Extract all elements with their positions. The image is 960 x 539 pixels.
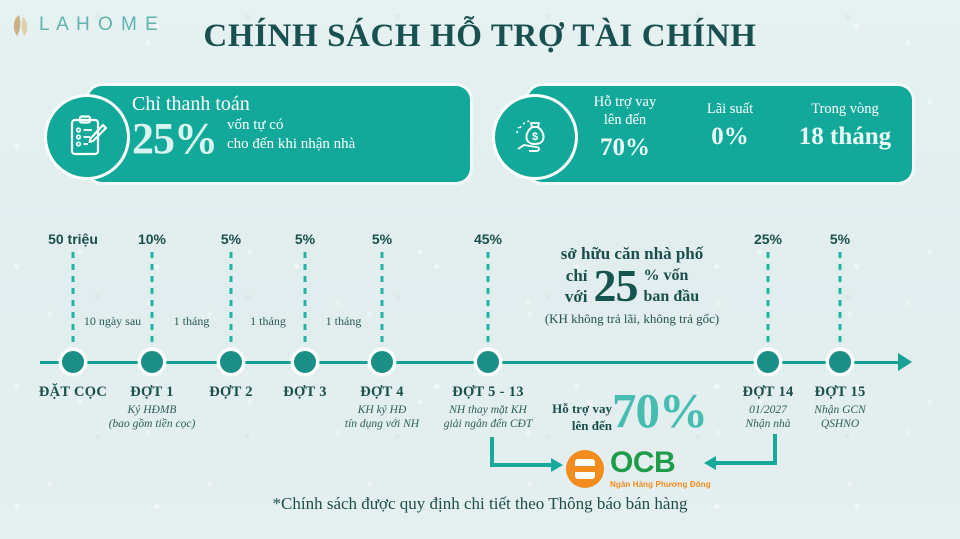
payment-card-value: 25%	[132, 114, 218, 163]
money-bag-hand-icon: $	[492, 94, 578, 180]
timeline-stage-note-7: Nhận GCN QSHNO	[814, 403, 865, 431]
timeline-dot-3[interactable]	[291, 348, 319, 376]
ocb-logo-name: OCB	[610, 446, 676, 479]
timeline-stage-name-3: ĐỢT 3	[283, 384, 327, 400]
loan-column-support: Hỗ trợ vay lên đến 70%	[566, 88, 684, 163]
brand-name: L A H O M E	[39, 14, 160, 35]
ownership-number: 25	[593, 260, 639, 311]
timeline-gap-label-1: 1 tháng	[173, 314, 210, 328]
timeline-connector-0	[71, 252, 75, 348]
timeline-connector-5	[486, 252, 490, 348]
loan-column-term: Trong vòng 18 tháng	[776, 88, 914, 152]
timeline-note-line1-6: 01/2027	[749, 404, 787, 416]
timeline-stage-note-1: Ký HĐMB (bao gồm tiền cọc)	[109, 403, 196, 431]
timeline-percent-7: 5%	[829, 231, 851, 247]
timeline-dot-6[interactable]	[754, 348, 782, 376]
payment-card-sub2: cho đến khi nhận nhà	[227, 136, 356, 152]
payment-card	[88, 86, 470, 182]
timeline-gap-label-2: 1 tháng	[250, 314, 286, 328]
timeline-percent-4: 5%	[371, 231, 393, 247]
ownership-note: (KH không trả lãi, không trả gốc)	[544, 311, 720, 326]
timeline-note-line2-5: giải ngân đến CĐT	[443, 418, 533, 430]
ownership-pct-von: % vốn	[643, 267, 689, 284]
ownership-callout: sở hữu căn nhà phố chỉ với 25 % vốn ban …	[516, 243, 748, 327]
timeline-dot-0[interactable]	[59, 348, 87, 376]
timeline-connector-2	[229, 252, 233, 348]
bank-support-label: Hỗ trợ vay lên đến	[548, 400, 612, 434]
arrow-left-icon	[700, 430, 778, 481]
ownership-ban-dau: ban đầu	[643, 288, 700, 305]
timeline-note-line1-5: NH thay mặt KH	[449, 404, 527, 416]
timeline-dot-4[interactable]	[368, 348, 396, 376]
timeline-axis	[40, 361, 900, 364]
timeline-stage-name-5: ĐỢT 5 - 13	[452, 384, 524, 400]
timeline-percent-2: 5%	[220, 231, 242, 247]
timeline-arrow-icon	[898, 353, 912, 371]
page-title: CHÍNH SÁCH HỖ TRỢ TÀI CHÍNH	[203, 18, 757, 54]
ocb-logo[interactable]: OCB Ngân Hàng Phương Đông	[566, 448, 711, 489]
disclaimer-text: *Chính sách được quy định chi tiết theo …	[272, 494, 688, 513]
ownership-word-chi: chỉ	[565, 266, 588, 285]
timeline-stage-name-4: ĐỢT 4	[360, 384, 404, 400]
timeline-note-line2-6: Nhận nhà	[745, 418, 791, 430]
timeline-dot-1[interactable]	[138, 348, 166, 376]
loan-col2-value: 18 tháng	[798, 123, 892, 150]
timeline-stage-note-5: NH thay mặt KH giải ngân đến CĐT	[444, 403, 533, 431]
timeline-dot-7[interactable]	[826, 348, 854, 376]
timeline-dot-2[interactable]	[217, 348, 245, 376]
timeline-percent-6: 25%	[753, 231, 783, 247]
timeline-stage-name-2: ĐỢT 2	[209, 384, 253, 400]
loan-col0-label2: lên đến	[603, 112, 647, 128]
loan-col0-value: 70%	[600, 134, 650, 161]
timeline-stage-name-1: ĐỢT 1	[130, 384, 174, 400]
arrow-right-icon	[489, 435, 567, 480]
timeline-note-line1-4: KH ký HĐ	[357, 404, 407, 416]
timeline-connector-7	[838, 252, 842, 348]
loan-col2-label1: Trong vòng	[811, 101, 879, 117]
timeline-stage-note-4: KH ký HĐ tín dụng với NH	[345, 403, 419, 431]
timeline-percent-5: 45%	[473, 231, 503, 247]
loan-col1-label1: Lãi suất	[706, 101, 754, 117]
timeline-percent-1: 10%	[137, 231, 167, 247]
loan-column-rate: Lãi suất 0%	[684, 88, 776, 152]
loan-col0-label1: Hỗ trợ vay	[593, 94, 657, 110]
timeline-gap-label-0: 10 ngày sau	[83, 314, 142, 328]
timeline-percent-3: 5%	[294, 231, 316, 247]
loan-card-columns: Hỗ trợ vay lên đến 70% Lãi suất 0% Trong…	[566, 88, 914, 180]
timeline-stage-name-6: ĐỢT 14	[742, 384, 794, 400]
timeline-connector-6	[766, 252, 770, 348]
ownership-word-voi: với	[564, 287, 588, 306]
timeline-note-line2-4: tín dụng với NH	[344, 418, 420, 430]
loan-card	[528, 86, 912, 182]
ocb-logo-icon	[566, 449, 604, 488]
payment-card-sub1: vốn tự có	[227, 117, 284, 133]
payment-card-text: Chỉ thanh toán 25% vốn tự có cho đến khi…	[132, 88, 472, 162]
ownership-line1: sở hữu căn nhà phố	[560, 244, 704, 263]
bank-support-value: 70%	[612, 383, 708, 438]
loan-col1-value: 0%	[711, 123, 749, 150]
brand-logo[interactable]: L A H O M E	[10, 12, 159, 38]
leaf-icon	[10, 12, 32, 38]
timeline-note-line2-1: (bao gồm tiền cọc)	[108, 418, 196, 430]
timeline-note-line2-7: QSHNO	[820, 418, 860, 430]
ocb-logo-subtitle: Ngân Hàng Phương Đông	[610, 480, 711, 489]
bank-support-line1: Hỗ trợ vay	[552, 401, 612, 416]
timeline-connector-4	[380, 252, 384, 348]
clipboard-checklist-pencil-icon	[44, 94, 130, 180]
svg-text:$: $	[532, 131, 538, 143]
timeline-dot-5[interactable]	[474, 348, 502, 376]
bank-support-line2: lên đến	[571, 418, 612, 433]
timeline-note-line1-1: Ký HĐMB	[127, 404, 177, 416]
timeline-stage-name-7: ĐỢT 15	[814, 384, 866, 400]
timeline-gap-label-3: 1 tháng	[325, 314, 362, 328]
timeline-connector-1	[150, 252, 154, 348]
timeline-stage-name-0: ĐẶT CỌC	[38, 384, 108, 400]
timeline-percent-0: 50 triệu	[48, 231, 98, 247]
timeline-connector-3	[303, 252, 307, 348]
timeline-stage-note-6: 01/2027 Nhận nhà	[745, 403, 790, 431]
payment-card-line1: Chỉ thanh toán	[132, 93, 250, 115]
timeline-note-line1-7: Nhận GCN	[814, 404, 866, 416]
